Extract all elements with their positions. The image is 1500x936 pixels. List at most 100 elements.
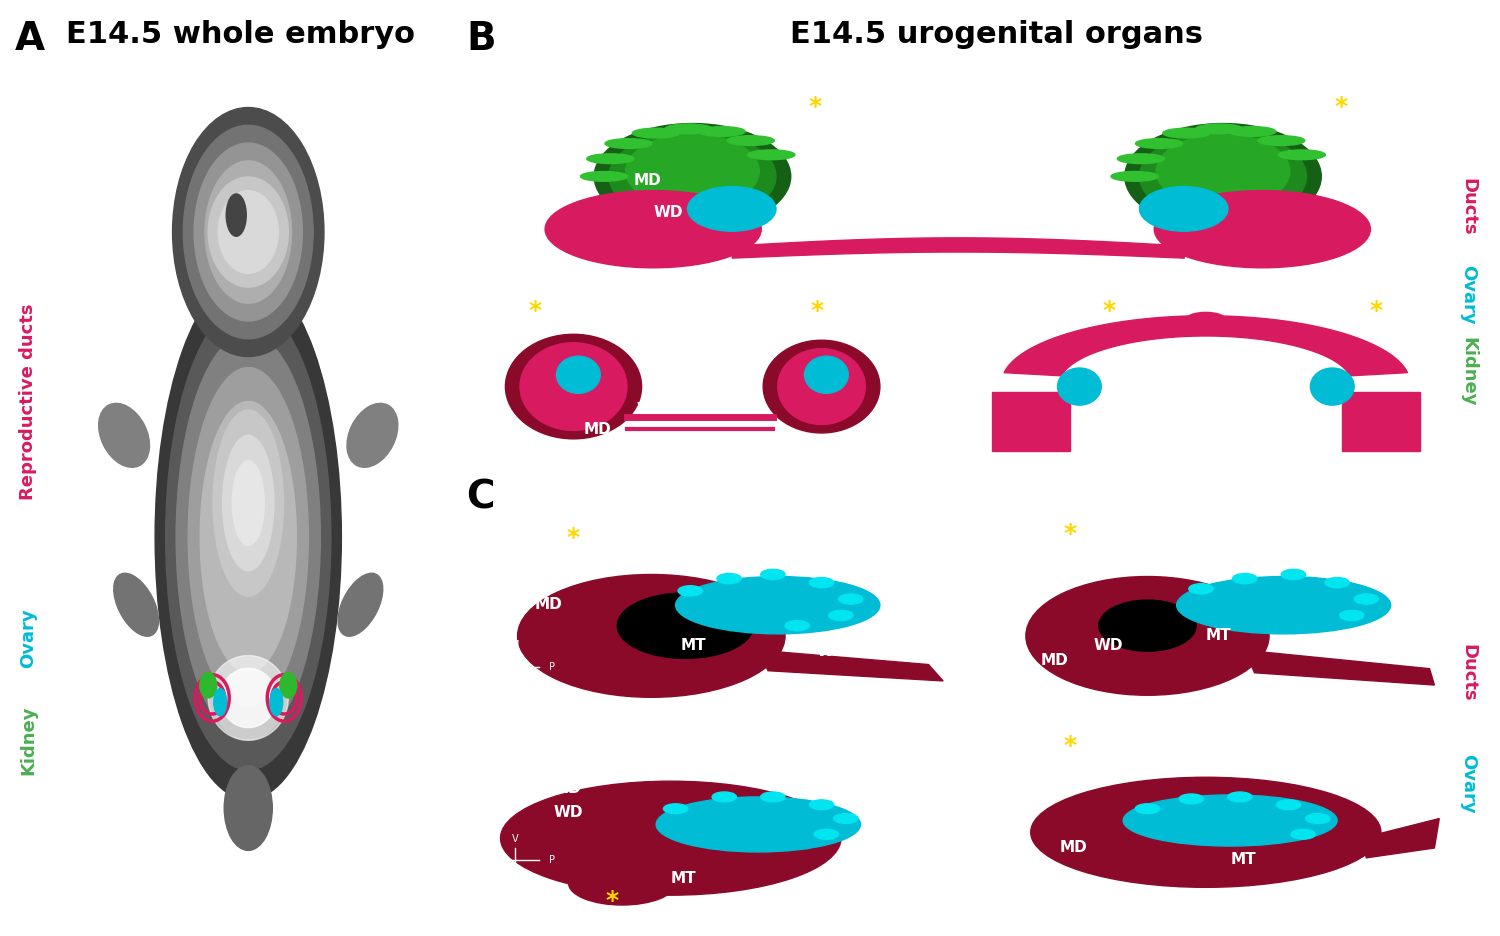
- Text: M: M: [620, 239, 627, 248]
- Text: MD: MD: [554, 781, 582, 796]
- Circle shape: [712, 792, 736, 802]
- Text: Ovary: Ovary: [1460, 753, 1478, 813]
- Text: MD: MD: [1172, 356, 1200, 371]
- Circle shape: [1278, 150, 1326, 160]
- Text: A: A: [15, 20, 45, 58]
- Text: D: D: [526, 259, 534, 270]
- Text: Caudal: Caudal: [476, 304, 546, 322]
- Ellipse shape: [778, 348, 865, 425]
- Ellipse shape: [209, 177, 288, 287]
- Text: Lateral: Lateral: [972, 736, 1044, 754]
- Ellipse shape: [1140, 186, 1228, 231]
- Text: E14.5 urogenital organs: E14.5 urogenital organs: [789, 20, 1203, 49]
- Circle shape: [678, 586, 702, 596]
- Text: Reproductive ducts: Reproductive ducts: [20, 303, 38, 500]
- Circle shape: [1305, 813, 1330, 824]
- Ellipse shape: [114, 573, 159, 636]
- Ellipse shape: [224, 766, 273, 851]
- Text: MD: MD: [1060, 840, 1088, 855]
- Text: MT: MT: [1206, 628, 1231, 643]
- Circle shape: [1118, 154, 1164, 164]
- Ellipse shape: [1125, 124, 1322, 229]
- Ellipse shape: [222, 435, 274, 571]
- Text: *: *: [1064, 521, 1076, 546]
- Ellipse shape: [1156, 134, 1290, 208]
- Circle shape: [214, 689, 226, 716]
- Circle shape: [1162, 128, 1210, 138]
- Ellipse shape: [618, 592, 753, 658]
- Circle shape: [270, 689, 282, 716]
- Ellipse shape: [1026, 577, 1269, 695]
- Text: *: *: [810, 299, 824, 323]
- Text: *: *: [1064, 734, 1076, 758]
- Text: L: L: [513, 685, 517, 695]
- Circle shape: [1276, 800, 1300, 810]
- Text: M: M: [512, 640, 519, 651]
- Circle shape: [1136, 139, 1182, 149]
- Text: MD: MD: [584, 422, 610, 437]
- Text: B: B: [466, 20, 496, 58]
- Polygon shape: [1004, 315, 1407, 376]
- Text: Ovary: Ovary: [20, 608, 38, 668]
- Circle shape: [810, 578, 834, 588]
- Text: V: V: [526, 219, 534, 229]
- Text: P: P: [549, 855, 555, 865]
- Text: E14.5 whole embryo: E14.5 whole embryo: [66, 20, 416, 49]
- Ellipse shape: [544, 191, 760, 268]
- Ellipse shape: [183, 125, 314, 339]
- Ellipse shape: [165, 304, 332, 770]
- Ellipse shape: [200, 402, 297, 672]
- Text: D: D: [512, 875, 519, 885]
- Ellipse shape: [280, 672, 297, 698]
- Ellipse shape: [594, 124, 790, 229]
- Ellipse shape: [626, 134, 759, 208]
- Ellipse shape: [506, 334, 642, 439]
- Ellipse shape: [1124, 795, 1336, 846]
- Text: P: P: [549, 662, 555, 672]
- Circle shape: [1196, 124, 1242, 134]
- Text: WD: WD: [1196, 338, 1225, 353]
- Text: Dorsal: Dorsal: [476, 523, 542, 541]
- Ellipse shape: [609, 131, 776, 221]
- Ellipse shape: [338, 573, 382, 636]
- Circle shape: [604, 139, 652, 149]
- Text: MD: MD: [534, 597, 562, 612]
- Ellipse shape: [188, 368, 309, 707]
- Ellipse shape: [518, 575, 784, 697]
- Text: C: C: [466, 478, 495, 517]
- Ellipse shape: [675, 577, 880, 634]
- Text: MT: MT: [1230, 852, 1256, 867]
- Circle shape: [717, 574, 741, 584]
- Polygon shape: [1342, 391, 1420, 450]
- Ellipse shape: [346, 403, 398, 467]
- Text: WD: WD: [816, 644, 846, 659]
- Ellipse shape: [1058, 368, 1101, 405]
- Circle shape: [1186, 313, 1225, 326]
- Circle shape: [226, 194, 246, 236]
- Text: Ducts: Ducts: [1460, 644, 1478, 702]
- Circle shape: [815, 829, 839, 840]
- Circle shape: [1257, 136, 1305, 145]
- Text: *: *: [808, 95, 822, 119]
- Circle shape: [1227, 792, 1252, 802]
- Circle shape: [1179, 794, 1203, 804]
- Text: *: *: [1335, 95, 1347, 119]
- Text: Ventral: Ventral: [972, 523, 1046, 541]
- Ellipse shape: [154, 274, 342, 799]
- Text: WD: WD: [652, 205, 682, 220]
- Ellipse shape: [556, 357, 600, 393]
- Text: *: *: [567, 526, 580, 549]
- Text: Kidney: Kidney: [1460, 337, 1478, 406]
- Text: Ovary: Ovary: [1460, 265, 1478, 325]
- Circle shape: [1281, 569, 1305, 579]
- Polygon shape: [1362, 818, 1440, 857]
- Circle shape: [1340, 610, 1364, 621]
- Circle shape: [747, 150, 795, 160]
- Ellipse shape: [1311, 368, 1354, 405]
- Text: WD: WD: [636, 402, 666, 417]
- Text: *: *: [528, 299, 542, 323]
- Text: MT: MT: [681, 638, 706, 653]
- Ellipse shape: [206, 161, 291, 303]
- Circle shape: [830, 610, 854, 621]
- Circle shape: [663, 804, 688, 813]
